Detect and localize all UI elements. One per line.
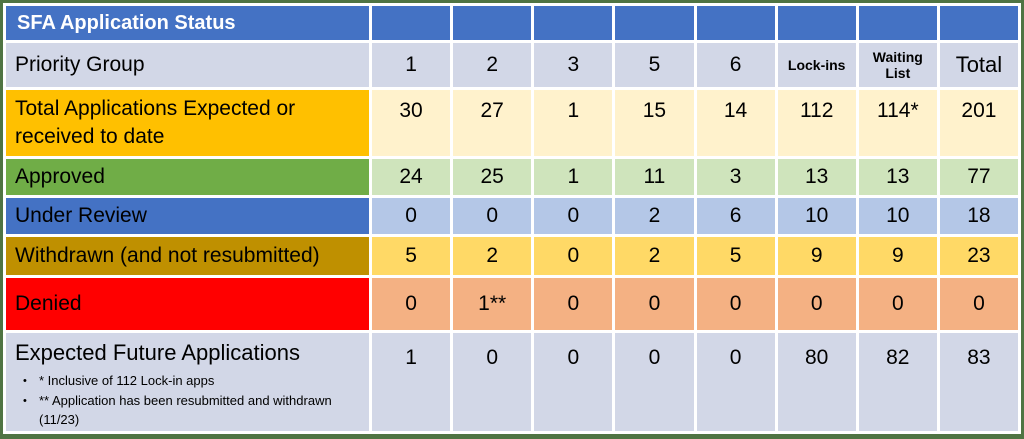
row-label-total-applications: Total Applications Expected or received … <box>6 90 369 156</box>
column-header-row: Priority Group 1 2 3 5 6 Lock-ins Waitin… <box>6 43 1018 87</box>
under-review-value: 0 <box>534 198 613 234</box>
approved-value: 1 <box>534 159 613 195</box>
column-header-2: 2 <box>453 43 532 87</box>
total-applications-value: 112 <box>777 90 856 156</box>
footnote-resubmitted: ** Application has been resubmitted and … <box>15 391 365 411</box>
row-label-withdrawn: Withdrawn (and not resubmitted) <box>6 237 369 275</box>
title-filler-cell <box>615 6 694 40</box>
denied-value: 0 <box>777 278 856 330</box>
priority-group-header: Priority Group <box>6 43 369 87</box>
expected-future-value: 0 <box>534 333 613 431</box>
denied-value: 0 <box>939 278 1018 330</box>
column-header-lockins: Lock-ins <box>777 43 856 87</box>
title-row: SFA Application Status <box>6 6 1018 40</box>
column-header-waiting-list: Waiting List <box>858 43 937 87</box>
approved-value: 77 <box>939 159 1018 195</box>
row-denied: Denied 0 1** 0 0 0 0 0 0 <box>6 278 1018 330</box>
withdrawn-value: 0 <box>534 237 613 275</box>
column-header-3: 3 <box>534 43 613 87</box>
approved-value: 11 <box>615 159 694 195</box>
row-label-denied: Denied <box>6 278 369 330</box>
under-review-value: 10 <box>858 198 937 234</box>
under-review-value: 0 <box>453 198 532 234</box>
withdrawn-value: 9 <box>858 237 937 275</box>
expected-future-value: 82 <box>858 333 937 431</box>
row-approved: Approved 24 25 1 11 3 13 13 77 <box>6 159 1018 195</box>
row-label-under-review: Under Review <box>6 198 369 234</box>
withdrawn-value: 9 <box>777 237 856 275</box>
sfa-status-table: SFA Application Status Priority Group 1 … <box>3 3 1021 434</box>
row-total-applications: Total Applications Expected or received … <box>6 90 1018 156</box>
column-header-1: 1 <box>372 43 451 87</box>
under-review-value: 0 <box>372 198 451 234</box>
row-label-approved: Approved <box>6 159 369 195</box>
footnote-date: (11/23) <box>39 412 80 427</box>
denied-value: 0 <box>615 278 694 330</box>
title-filler-cell <box>453 6 532 40</box>
approved-value: 13 <box>858 159 937 195</box>
withdrawn-value: 5 <box>372 237 451 275</box>
withdrawn-value: 23 <box>939 237 1018 275</box>
total-applications-value: 14 <box>696 90 775 156</box>
under-review-value: 6 <box>696 198 775 234</box>
total-applications-value: 30 <box>372 90 451 156</box>
expected-future-title: Expected Future Applications <box>15 340 300 365</box>
withdrawn-value: 2 <box>453 237 532 275</box>
total-applications-value: 27 <box>453 90 532 156</box>
approved-value: 24 <box>372 159 451 195</box>
approved-value: 3 <box>696 159 775 195</box>
title-filler-cell <box>777 6 856 40</box>
expected-future-value: 0 <box>453 333 532 431</box>
under-review-value: 2 <box>615 198 694 234</box>
total-applications-value: 15 <box>615 90 694 156</box>
title-filler-cell <box>939 6 1018 40</box>
row-expected-future: Expected Future Applications * Inclusive… <box>6 333 1018 431</box>
under-review-value: 10 <box>777 198 856 234</box>
table-title: SFA Application Status <box>6 6 369 40</box>
denied-value: 0 <box>534 278 613 330</box>
title-filler-cell <box>696 6 775 40</box>
approved-value: 13 <box>777 159 856 195</box>
expected-future-value: 0 <box>696 333 775 431</box>
denied-value: 0 <box>372 278 451 330</box>
denied-value: 0 <box>858 278 937 330</box>
row-under-review: Under Review 0 0 0 2 6 10 10 18 <box>6 198 1018 234</box>
withdrawn-value: 2 <box>615 237 694 275</box>
row-withdrawn: Withdrawn (and not resubmitted) 5 2 0 2 … <box>6 237 1018 275</box>
expected-future-value: 1 <box>372 333 451 431</box>
withdrawn-value: 5 <box>696 237 775 275</box>
total-applications-value: 201 <box>939 90 1018 156</box>
column-header-6: 6 <box>696 43 775 87</box>
footnote-lockins: * Inclusive of 112 Lock-in apps <box>15 371 365 391</box>
total-applications-value: 1 <box>534 90 613 156</box>
row-label-expected-future: Expected Future Applications * Inclusive… <box>6 333 369 431</box>
approved-value: 25 <box>453 159 532 195</box>
expected-future-value: 80 <box>777 333 856 431</box>
title-filler-cell <box>858 6 937 40</box>
column-header-total: Total <box>939 43 1018 87</box>
denied-value: 0 <box>696 278 775 330</box>
title-filler-cell <box>534 6 613 40</box>
title-filler-cell <box>372 6 451 40</box>
under-review-value: 18 <box>939 198 1018 234</box>
column-header-5: 5 <box>615 43 694 87</box>
denied-value: 1** <box>453 278 532 330</box>
expected-future-value: 83 <box>939 333 1018 431</box>
total-applications-value: 114* <box>858 90 937 156</box>
expected-future-value: 0 <box>615 333 694 431</box>
